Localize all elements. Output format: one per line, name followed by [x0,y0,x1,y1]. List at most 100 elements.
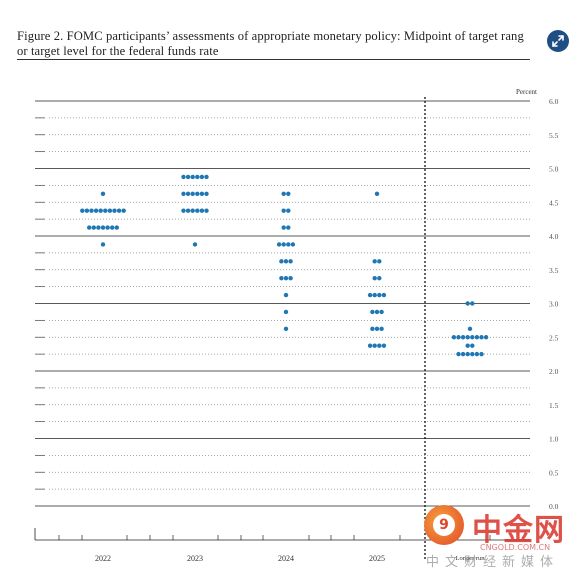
dot-mark [181,191,186,197]
dot-mark [465,343,470,348]
dot-mark [483,335,489,340]
x-category-label: Longer run [455,555,485,562]
dot-mark [377,275,382,281]
dot-mark [116,208,122,213]
y-tick-label: 1.5 [549,401,559,410]
dot-mark [281,208,286,213]
dot-mark [100,242,106,247]
dot-mark [470,351,475,357]
dot-mark [190,191,195,197]
dot-mark [460,335,466,340]
dot-mark [199,191,205,197]
dot-mark [372,343,377,348]
dot-mark [110,225,115,230]
dot-mark [204,208,209,213]
y-tick-label: 3.0 [549,300,559,309]
y-tick-label: 0.0 [549,502,559,511]
dot-mark [84,208,90,213]
dot-mark [283,326,289,332]
y-tick-label: 0.5 [549,468,559,477]
dot-mark [288,275,293,281]
dot-mark [181,208,186,213]
y-tick-label: 2.5 [549,333,559,342]
dot-mark [465,335,470,340]
dot-mark [381,292,387,298]
dot-mark [281,242,286,247]
dot-mark [204,174,209,180]
dot-mark [367,292,373,298]
dot-mark [470,343,475,348]
dot-mark [281,225,286,230]
watermark-subtitle: 中文财经新媒体 [426,555,560,570]
watermark-logo-glyph: 9 [433,514,455,536]
dot-mark [286,225,291,230]
dot-mark [98,208,103,213]
dot-mark [100,225,106,230]
dot-mark [199,208,205,213]
dot-mark [195,174,200,180]
dot-mark [370,309,375,315]
dot-mark [377,343,382,348]
watermark-logo-icon: 9 [424,505,464,545]
dot-mark [465,301,470,306]
dot-mark [374,191,380,197]
figure-title-line1: Figure 2. FOMC participants’ assessments… [17,29,524,43]
y-tick-label: 1.0 [549,435,559,444]
dot-mark [370,326,375,332]
dot-mark [456,351,461,357]
dot-mark [279,259,284,264]
y-tick-label: 2.0 [549,367,559,376]
dot-mark [181,174,186,180]
watermark-brand: 中金网 [472,513,565,548]
x-category-label: 2025 [369,554,385,563]
dot-mark [379,309,384,315]
dot-mark [185,208,191,213]
y-tick-label: 4.0 [549,232,559,241]
x-category-label: 2023 [187,554,203,563]
dot-mark [87,225,92,230]
y-tick-label: 5.0 [549,165,559,174]
dot-mark [286,208,291,213]
dot-mark [121,208,126,213]
dot-mark [96,225,101,230]
dot-mark [195,191,200,197]
watermark: 9 中金网 CNGOLD.COM.CN 中文财经新媒体 [420,503,580,573]
y-tick-label: 5.5 [549,131,559,140]
dot-mark [276,242,282,247]
dot-mark [465,351,470,357]
dot-mark [372,259,377,264]
dot-mark [185,174,191,180]
dot-mark [286,242,291,247]
dot-mark [286,191,291,197]
dot-mark [451,335,457,340]
dot-mark [281,191,286,197]
dot-mark [372,292,377,298]
dot-mark [474,351,480,357]
dot-mark [190,208,195,213]
title-divider [17,59,530,60]
dot-mark [456,335,461,340]
dot-mark [460,351,466,357]
dot-mark [374,309,380,315]
dot-mark [283,292,289,298]
expand-arrows-icon [552,35,564,47]
dot-mark [381,343,387,348]
dot-mark [204,191,209,197]
dot-mark [192,242,198,247]
dot-mark [80,208,85,213]
dot-mark [89,208,94,213]
dot-mark [479,351,484,357]
dot-mark [93,208,99,213]
dot-mark [91,225,97,230]
dot-mark [377,259,382,264]
expand-button[interactable] [547,30,569,52]
dot-mark [199,174,205,180]
dot-mark [372,275,377,281]
y-tick-label: 3.5 [549,266,559,275]
y-tick-label: 4.5 [549,198,559,207]
watermark-url: CNGOLD.COM.CN [480,543,551,552]
figure-title: Figure 2. FOMC participants’ assessments… [17,29,547,58]
dot-mark [290,242,296,247]
x-category-label: 2024 [278,554,294,563]
